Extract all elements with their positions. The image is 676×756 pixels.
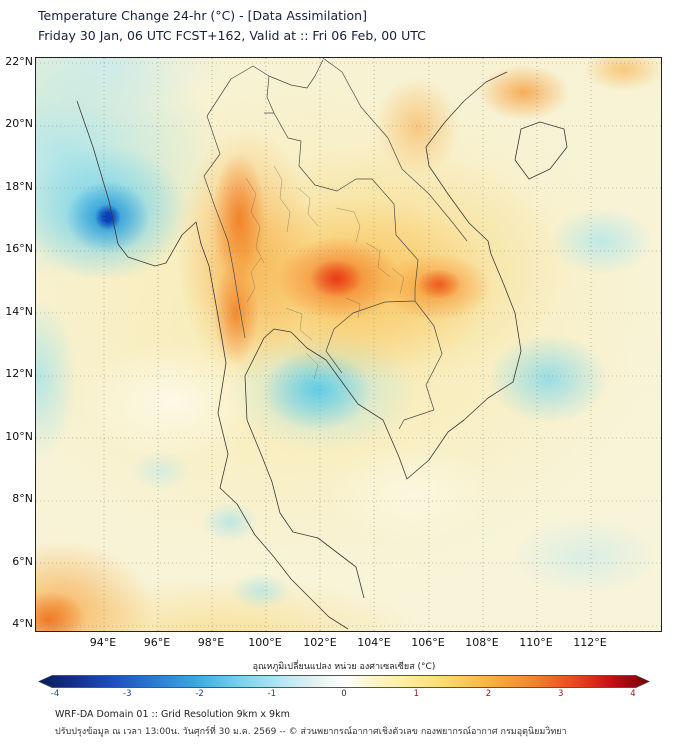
colorbar-tick-label: -4 [50, 689, 60, 699]
y-axis-tick-label: 4°N [12, 617, 33, 630]
x-axis-tick-label: 108°E [465, 636, 499, 649]
grid-lines [36, 58, 661, 631]
coastline-west-peninsula [76, 100, 349, 630]
colorbar-outline [38, 675, 650, 688]
temperature-change-field [36, 58, 661, 631]
x-axis-tick-label: 96°E [143, 636, 171, 649]
coastline-gulf-vietnam [244, 71, 522, 599]
y-axis-tick-label: 16°N [5, 242, 33, 255]
y-axis-tick-label: 20°N [5, 117, 33, 130]
map-boundaries [76, 58, 568, 630]
colorbar-tick-row: -4 -3 -2 -1 0 1 2 3 4 [38, 688, 650, 699]
x-axis-tick-label: 104°E [357, 636, 391, 649]
y-axis-tick-label: 8°N [12, 492, 33, 505]
y-axis-tick-label: 12°N [5, 367, 33, 380]
y-axis-tick-label: 18°N [5, 180, 33, 193]
colorbar-label: อุณหภูมิเปลี่ยนแปลง หน่วย องศาเซลเซียส (… [252, 662, 436, 672]
y-axis-tick-label: 14°N [5, 305, 33, 318]
footer-update-info: ปรับปรุงข้อมูล ณ เวลา 13:00น. วันศุกร์ที… [55, 727, 567, 737]
x-axis-tick-label: 100°E [248, 636, 282, 649]
footer-model-info: WRF-DA Domain 01 :: Grid Resolution 9km … [55, 709, 290, 720]
colorbar-tick-label: -2 [195, 689, 204, 699]
x-axis-tick-label: 112°E [573, 636, 607, 649]
colorbar-tick-label: -3 [123, 689, 132, 699]
x-axis-tick-label: 94°E [89, 636, 117, 649]
colorbar-tick-label: 1 [413, 689, 419, 699]
colorbar-tick-label: -1 [267, 689, 276, 699]
x-axis-tick-label: 102°E [303, 636, 337, 649]
colorbar-tick-label: 0 [341, 689, 347, 699]
colorbar: อุณหภูมิเปลี่ยนแปลง หน่วย องศาเซลเซียส (… [38, 659, 650, 699]
colorbar-tick-label: 4 [630, 689, 636, 699]
x-axis-tick-label: 98°E [197, 636, 225, 649]
colorbar-tick-label: 2 [485, 689, 492, 699]
y-axis-tick-label: 22°N [5, 55, 33, 68]
map-subtitle: Friday 30 Jan, 06 UTC FCST+162, Valid at… [38, 28, 426, 43]
map-plot-area [35, 57, 662, 632]
colorbar-gradient [39, 676, 649, 687]
x-axis-tick-label: 110°E [519, 636, 553, 649]
hainan-island-outline [514, 121, 568, 180]
y-axis-tick-label: 6°N [12, 555, 33, 568]
x-axis-tick-label: 106°E [411, 636, 445, 649]
title-block: Temperature Change 24-hr (°C) - [Data As… [38, 6, 426, 46]
country-borders [203, 58, 468, 430]
province-boundaries [245, 165, 405, 380]
colorbar-tick-label: 3 [558, 689, 564, 699]
y-axis-tick-label: 10°N [5, 430, 33, 443]
map-title: Temperature Change 24-hr (°C) - [Data As… [38, 8, 367, 23]
